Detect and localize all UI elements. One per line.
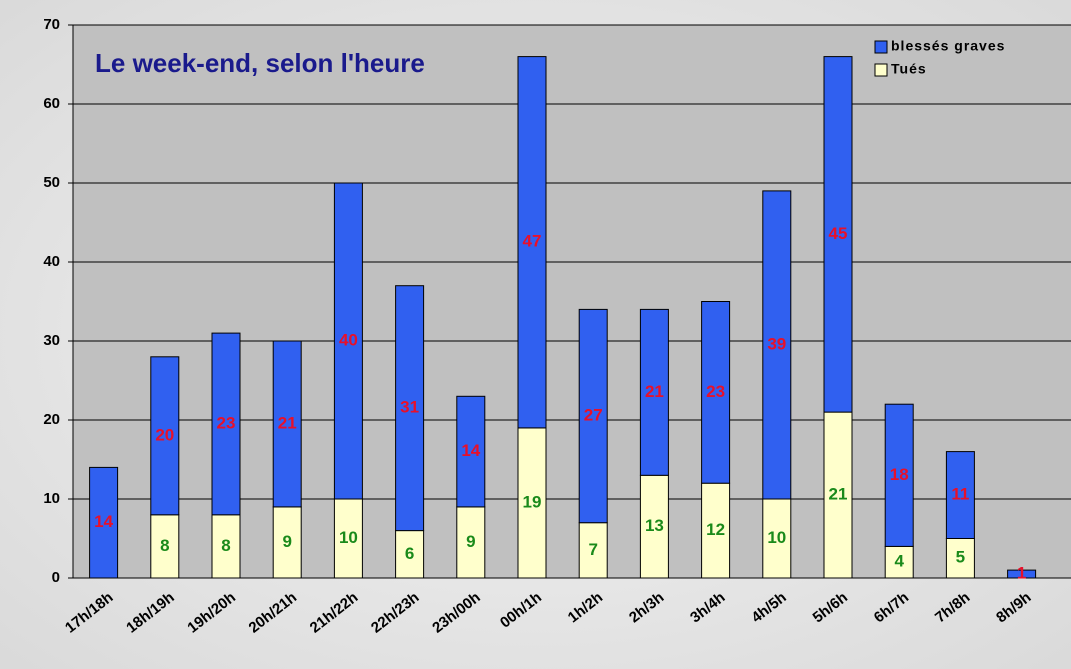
- data-label: 21: [645, 382, 664, 401]
- data-label: 6: [405, 544, 414, 563]
- bar-segment: [1007, 569, 1037, 579]
- bar-segment: [272, 340, 302, 508]
- data-label: 18: [890, 465, 909, 484]
- bar-segment: [762, 498, 792, 579]
- bar-segment: [211, 332, 241, 516]
- data-label: 10: [767, 528, 786, 547]
- data-label: 21: [278, 413, 297, 432]
- data-label: 45: [829, 224, 848, 243]
- data-label: 12: [706, 520, 725, 539]
- bar-segment: [89, 466, 119, 579]
- data-label: 47: [523, 232, 542, 251]
- bar-segment: [333, 498, 363, 579]
- bar-segment: [395, 285, 425, 532]
- bar-segment: [150, 356, 180, 516]
- data-label: 7: [588, 540, 597, 559]
- data-label: 9: [282, 532, 291, 551]
- bar-segment: [884, 403, 914, 547]
- data-label: 4: [894, 552, 904, 571]
- legend-label: blessés graves: [891, 38, 1005, 54]
- bar-segment: [456, 395, 486, 508]
- data-label: 23: [706, 382, 725, 401]
- data-label: 19: [523, 492, 542, 511]
- bar-segment: [762, 190, 792, 500]
- bar-segment: [945, 451, 975, 540]
- bar-segment: [578, 522, 608, 579]
- y-tick-label: 50: [43, 174, 60, 191]
- y-tick-label: 10: [43, 490, 60, 507]
- data-label: 20: [155, 425, 174, 444]
- bar-segment: [823, 411, 853, 579]
- bar-segment: [639, 474, 669, 579]
- data-label: 40: [339, 330, 358, 349]
- y-tick-label: 70: [43, 16, 60, 33]
- data-label: 23: [217, 413, 236, 432]
- data-label: 1: [1017, 564, 1026, 583]
- data-label: 21: [829, 485, 848, 504]
- y-tick-label: 30: [43, 332, 60, 349]
- y-tick-label: 60: [43, 95, 60, 112]
- bar-segment: [517, 56, 547, 429]
- y-tick-label: 40: [43, 253, 60, 270]
- data-label: 14: [94, 512, 113, 531]
- data-label: 8: [221, 536, 230, 555]
- bar-segment: [150, 514, 180, 579]
- legend-swatch: [874, 63, 888, 77]
- data-label: 11: [951, 485, 969, 504]
- data-label: 27: [584, 406, 603, 425]
- data-label: 14: [461, 441, 480, 460]
- bar-segment: [333, 182, 363, 500]
- legend-swatch: [874, 40, 888, 54]
- bar-segment: [456, 506, 486, 579]
- data-label: 31: [400, 398, 419, 417]
- bar-segment: [701, 482, 731, 579]
- chart-title: Le week-end, selon l'heure: [95, 48, 425, 78]
- y-tick-label: 0: [52, 569, 60, 586]
- bar-segment: [517, 427, 547, 579]
- bar-segment: [395, 530, 425, 579]
- bar-segment: [823, 56, 853, 413]
- data-label: 5: [956, 548, 965, 567]
- bar-segment: [639, 308, 669, 476]
- bar-segment: [701, 301, 731, 484]
- data-label: 39: [767, 334, 786, 353]
- data-label: 9: [466, 532, 475, 551]
- data-label: 8: [160, 536, 169, 555]
- data-label: 10: [339, 528, 358, 547]
- legend-label: Tués: [891, 61, 927, 77]
- data-label: 13: [645, 516, 664, 535]
- y-tick-label: 20: [43, 411, 60, 428]
- bar-segment: [578, 308, 608, 524]
